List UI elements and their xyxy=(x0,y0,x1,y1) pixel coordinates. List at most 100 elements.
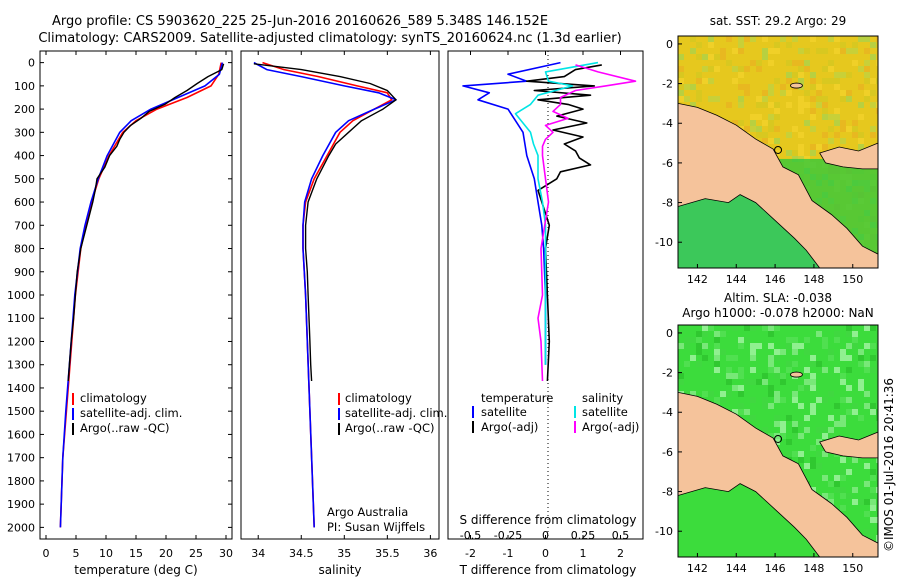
field-cell xyxy=(816,361,822,367)
gulf-of-papua xyxy=(678,194,821,268)
field-cell xyxy=(822,48,828,54)
field-cell xyxy=(768,102,774,108)
field-cell xyxy=(780,433,786,439)
field-cell xyxy=(786,72,792,78)
field-cell xyxy=(696,72,702,78)
field-cell xyxy=(792,150,798,156)
field-cell xyxy=(876,361,878,367)
field-cell xyxy=(678,54,684,60)
field-cell xyxy=(816,96,822,102)
field-cell xyxy=(816,463,822,469)
field-cell xyxy=(768,60,774,66)
field-cell xyxy=(774,325,780,331)
field-cell xyxy=(864,78,870,84)
field-cell xyxy=(864,66,870,72)
field-cell xyxy=(834,84,840,90)
t-difference-label: T difference from climatology xyxy=(459,563,637,577)
salinity-argo-line xyxy=(253,63,397,382)
temperature-x-tick-label: 30 xyxy=(219,547,233,560)
field-cell xyxy=(828,60,834,66)
field-cell xyxy=(786,367,792,373)
field-cell xyxy=(852,409,858,415)
field-cell xyxy=(750,126,756,132)
field-cell xyxy=(828,349,834,355)
field-cell xyxy=(750,114,756,120)
field-cell xyxy=(780,397,786,403)
field-cell xyxy=(726,379,732,385)
depth-tick-label: 500 xyxy=(14,173,35,186)
field-cell xyxy=(816,48,822,54)
field-cell xyxy=(810,108,816,114)
field-cell xyxy=(768,114,774,120)
sst-map-panel: sat. SST: 29.2 Argo: 29 142 144 146 148 150 0… xyxy=(655,14,879,286)
field-cell xyxy=(678,90,684,96)
field-cell xyxy=(876,487,878,493)
field-cell xyxy=(738,96,744,102)
field-cell xyxy=(852,487,858,493)
field-cell xyxy=(756,114,762,120)
temperature-x-tick-label: 20 xyxy=(159,547,173,560)
salinity-annotation-line1: Argo Australia xyxy=(327,505,408,519)
field-cell xyxy=(714,54,720,60)
figure-title-line1: Argo profile: CS 5903620_225 25-Jun-2016… xyxy=(52,14,548,29)
field-cell xyxy=(858,132,864,138)
land-manus-island xyxy=(790,82,803,89)
field-cell xyxy=(822,451,828,457)
field-cell xyxy=(858,138,864,144)
field-cell xyxy=(774,391,780,397)
field-cell xyxy=(822,337,828,343)
field-cell xyxy=(798,343,804,349)
field-cell xyxy=(690,48,696,54)
field-cell xyxy=(792,391,798,397)
difference-s-x-tick-label: 0 xyxy=(542,529,549,542)
field-cell xyxy=(810,457,816,463)
field-cell xyxy=(738,385,744,391)
field-cell xyxy=(714,361,720,367)
field-cell xyxy=(726,355,732,361)
field-cell xyxy=(702,343,708,349)
field-cell xyxy=(762,325,768,331)
field-cell xyxy=(756,102,762,108)
field-cell xyxy=(870,469,876,475)
difference-t-x-tick-label: -1 xyxy=(503,547,514,560)
field-cell xyxy=(762,427,768,433)
field-cell xyxy=(870,42,876,48)
field-cell xyxy=(726,391,732,397)
field-cell xyxy=(846,96,852,102)
field-cell xyxy=(804,367,810,373)
field-cell xyxy=(870,517,876,523)
credit-text: ©IMOS 01-Jul-2016 20:41:36 xyxy=(882,378,896,552)
field-cell xyxy=(702,325,708,331)
field-cell xyxy=(762,403,768,409)
argo-position-marker xyxy=(774,145,783,154)
field-cell xyxy=(738,102,744,108)
field-cell xyxy=(756,343,762,349)
field-cell xyxy=(876,349,878,355)
field-cell xyxy=(864,481,870,487)
field-cell xyxy=(678,96,684,102)
field-cell xyxy=(822,427,828,433)
field-cell xyxy=(858,102,864,108)
field-cell xyxy=(840,397,846,403)
field-cell xyxy=(840,415,846,421)
field-cell xyxy=(762,138,768,144)
field-cell xyxy=(834,36,840,42)
salinity-x-tick-label: 34 xyxy=(251,547,265,560)
field-cell xyxy=(732,66,738,72)
field-cell xyxy=(834,331,840,337)
field-cell xyxy=(732,409,738,415)
field-cell xyxy=(864,463,870,469)
field-cell xyxy=(792,337,798,343)
difference-t-satellite-line xyxy=(462,61,561,365)
field-cell xyxy=(762,132,768,138)
depth-tick-label: 1800 xyxy=(7,475,35,488)
field-cell xyxy=(846,343,852,349)
field-cell xyxy=(828,138,834,144)
field-cell xyxy=(798,96,804,102)
field-cell xyxy=(828,481,834,487)
field-cell xyxy=(876,102,878,108)
temperature-x-tick-label: 25 xyxy=(189,547,203,560)
field-cell xyxy=(768,331,774,337)
field-cell xyxy=(864,36,870,42)
field-cell xyxy=(768,391,774,397)
